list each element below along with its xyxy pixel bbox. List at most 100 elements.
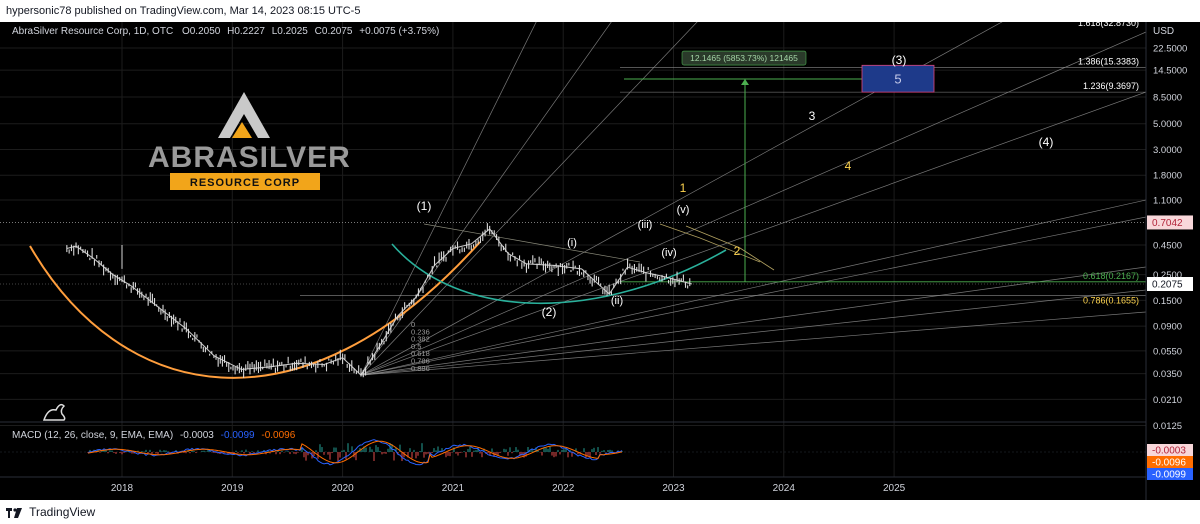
legend-change: +0.0075 (+3.75%) xyxy=(359,26,439,37)
fan-line xyxy=(360,216,1147,376)
price-tick-label: 0.0550 xyxy=(1153,346,1182,357)
fan-level-label: 0.886 xyxy=(411,364,430,373)
legend-high: 0.2227 xyxy=(234,26,265,37)
time-tick-label: 2025 xyxy=(883,483,906,494)
fan-level-label: 0.618 xyxy=(411,349,430,358)
time-tick-label: 2019 xyxy=(221,483,244,494)
macd-badge-label: -0.0099 xyxy=(1152,470,1186,481)
wave-label-w2: (2) xyxy=(542,305,557,319)
fan-level-label: 0.786 xyxy=(411,357,430,366)
fan-line xyxy=(360,31,1147,376)
fan-level-label: 0.382 xyxy=(411,335,430,344)
wave-label-n4: 4 xyxy=(845,159,852,173)
wave-label-w4: (4) xyxy=(1039,135,1054,149)
target-box xyxy=(861,64,935,93)
wave-label-n3: 3 xyxy=(809,109,816,123)
price-tick-label: 1.1000 xyxy=(1153,196,1182,207)
fib-retracement-label: 0.786(0.1655) xyxy=(1083,295,1139,305)
legend-low: 0.2025 xyxy=(277,26,308,37)
wave-label-n2: 2 xyxy=(734,244,741,258)
wave-label-wiii: (iii) xyxy=(638,219,653,231)
macd-label: MACD (12, 26, close, 9, EMA, EMA) xyxy=(12,430,173,441)
price-tick-label: 0.0210 xyxy=(1153,395,1182,406)
wave-path-1-2 xyxy=(685,225,775,271)
price-tick-label: 0.1500 xyxy=(1153,296,1182,307)
legend-c-label: C xyxy=(315,26,322,37)
price-badge-label: 0.7042 xyxy=(1152,218,1183,229)
logo-accent-icon xyxy=(232,122,252,138)
logo-banner xyxy=(170,173,320,190)
macd-badge xyxy=(1147,456,1193,468)
cup-curve-teal xyxy=(391,243,727,305)
fan-line xyxy=(360,22,698,376)
price-tick-label: 5.0000 xyxy=(1153,119,1182,130)
macd-pane xyxy=(0,439,1146,466)
logo-brand: ABRASILVER xyxy=(148,141,351,174)
tradingview-logo-icon xyxy=(6,507,22,518)
cup-curve-orange xyxy=(29,241,481,379)
time-tick-label: 2023 xyxy=(662,483,685,494)
time-tick-label: 2024 xyxy=(773,483,796,494)
fib-extension-label: 1.236(9.3697) xyxy=(1083,81,1139,91)
macd-value-2: -0.0099 xyxy=(221,430,255,441)
wave-labels: (1) (2) (3) (4) (i) (ii) (iii) (iv) (v) 1 2 3 4 xyxy=(417,53,1054,319)
price-tick-label: 14.5000 xyxy=(1153,66,1187,77)
price-tick-label: 8.5000 xyxy=(1153,93,1182,104)
time-tick-label: 2021 xyxy=(442,483,465,494)
publish-header: hypersonic78 published on TradingView.co… xyxy=(0,0,1200,22)
fan-line xyxy=(360,266,1147,376)
legend-close: 0.2075 xyxy=(322,26,353,37)
fan-line xyxy=(360,289,1147,376)
fan-line xyxy=(360,199,1147,376)
fib-extension-label: 1.618(32.8730) xyxy=(1078,22,1139,28)
price-series xyxy=(66,223,693,378)
price-axis[interactable]: 22.5000 14.5000 8.5000 5.0000 3.0000 1.8000 1.… xyxy=(1147,44,1193,481)
price-badge xyxy=(1147,215,1193,230)
logo-sub: RESOURCE CORP xyxy=(190,177,300,189)
measure-label-box xyxy=(681,50,807,66)
price-tick-label: 0.0350 xyxy=(1153,369,1182,380)
dino-icon xyxy=(42,403,66,421)
fib-extension-label: 1.386(15.3383) xyxy=(1078,56,1139,66)
wave-label-wii: (ii) xyxy=(611,295,623,307)
price-tick-label: 0.0125 xyxy=(1153,421,1182,432)
price-tick-label: 22.5000 xyxy=(1153,44,1187,55)
tradingview-brand: TradingView xyxy=(29,505,96,519)
macd-badge xyxy=(1147,444,1193,456)
wave-label-wv: (v) xyxy=(677,204,690,216)
macd-badge-label: -0.0096 xyxy=(1152,458,1186,469)
tradingview-footer: TradingView xyxy=(0,500,1200,524)
measure-label: 12.1465 (5853.73%) 121465 xyxy=(690,53,798,63)
price-tick-label: 0.0900 xyxy=(1153,322,1182,333)
chart-legend: AbraSilver Resource Corp, 1D, OTC O0.205… xyxy=(12,26,439,37)
legend-l-label: L xyxy=(272,26,278,37)
legend-o-label: O xyxy=(182,26,190,37)
price-badge-label: 0.2075 xyxy=(1152,280,1183,291)
price-tick-label: 1.8000 xyxy=(1153,171,1182,182)
fan-line xyxy=(360,22,612,376)
fan-line xyxy=(360,311,1147,376)
trend-line-upper xyxy=(423,223,641,263)
wave-path-iii-iv xyxy=(659,223,761,263)
macd-badge xyxy=(1147,468,1193,480)
wave-label-w3: (3) xyxy=(892,53,907,67)
time-tick-label: 2020 xyxy=(331,483,354,494)
wave-label-w1: (1) xyxy=(417,199,432,213)
fan-line xyxy=(360,22,537,376)
macd-signal-line xyxy=(87,440,623,464)
time-axis[interactable]: 2018 2019 2020 2021 2022 2023 2024 2025 xyxy=(111,483,906,494)
measure-arrow-icon xyxy=(741,79,749,86)
publish-info: hypersonic78 published on TradingView.co… xyxy=(6,5,361,17)
logo-mark-icon xyxy=(218,92,270,138)
fan-level-label: 0.236 xyxy=(411,327,430,336)
wave-label-wiv: (iv) xyxy=(661,247,676,259)
macd-badge-label: -0.0003 xyxy=(1152,446,1186,457)
price-chart[interactable]: ABRASILVER RESOURCE CORP 00.2360.3820.50… xyxy=(0,22,1200,500)
macd-value-3: -0.0096 xyxy=(261,430,295,441)
macd-legend: MACD (12, 26, close, 9, EMA, EMA) -0.000… xyxy=(12,430,296,441)
wave-label-n1: 1 xyxy=(680,181,687,195)
legend-symbol: AbraSilver Resource Corp, 1D, OTC xyxy=(12,26,173,37)
fan-level-label: 0 xyxy=(411,320,415,329)
price-tick-label: 0.4500 xyxy=(1153,241,1182,252)
